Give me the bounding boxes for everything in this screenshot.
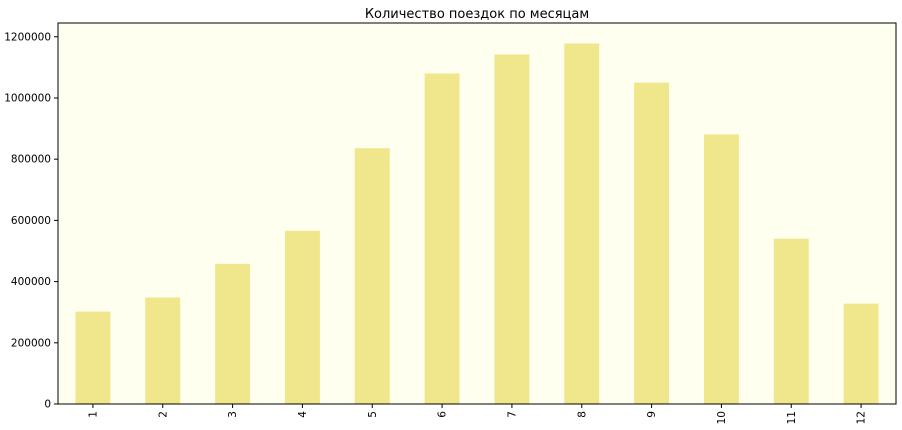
bar-month-10 [703, 134, 739, 404]
x-tick-label: 8 [576, 411, 588, 418]
y-axis: 0 200000 400000 600000 800000 1000000 1200000 [4, 31, 58, 411]
x-tick-label: 3 [227, 411, 239, 418]
y-tick-label: 800000 [11, 154, 51, 166]
bar-month-6 [424, 73, 460, 405]
bar-month-8 [564, 43, 600, 404]
x-tick-label: 9 [646, 411, 658, 418]
bar-month-1 [75, 311, 111, 404]
bar-month-5 [354, 148, 390, 404]
bar-month-12 [843, 303, 879, 404]
x-tick-label: 5 [367, 411, 379, 418]
bar-month-11 [773, 238, 809, 404]
bars-group [75, 43, 879, 405]
x-tick-label: 2 [157, 411, 169, 418]
bar-month-3 [215, 263, 251, 404]
x-tick-label: 1 [87, 411, 99, 418]
x-tick-label: 4 [297, 411, 309, 418]
y-tick-label: 1200000 [4, 31, 51, 43]
y-tick-label: 0 [44, 399, 51, 411]
x-tick-label: 12 [856, 411, 868, 424]
plot-area [58, 23, 896, 404]
bar-month-4 [284, 230, 320, 404]
y-tick-label: 400000 [11, 276, 51, 288]
bar-month-9 [634, 82, 670, 405]
y-tick-label: 200000 [11, 337, 51, 349]
plot-frame [57, 22, 897, 405]
x-tick-label: 7 [506, 411, 518, 418]
bar-month-2 [145, 297, 181, 404]
x-tick-label: 11 [786, 411, 798, 424]
x-axis: 1 2 3 4 5 6 7 8 9 10 11 12 [87, 404, 868, 424]
x-tick-label: 6 [437, 411, 449, 418]
chart-title: Количество поездок по месяцам [365, 7, 589, 22]
y-tick-label: 600000 [11, 215, 51, 227]
x-tick-label: 10 [716, 411, 728, 424]
bar-month-7 [494, 54, 530, 405]
y-tick-label: 1000000 [4, 92, 51, 104]
